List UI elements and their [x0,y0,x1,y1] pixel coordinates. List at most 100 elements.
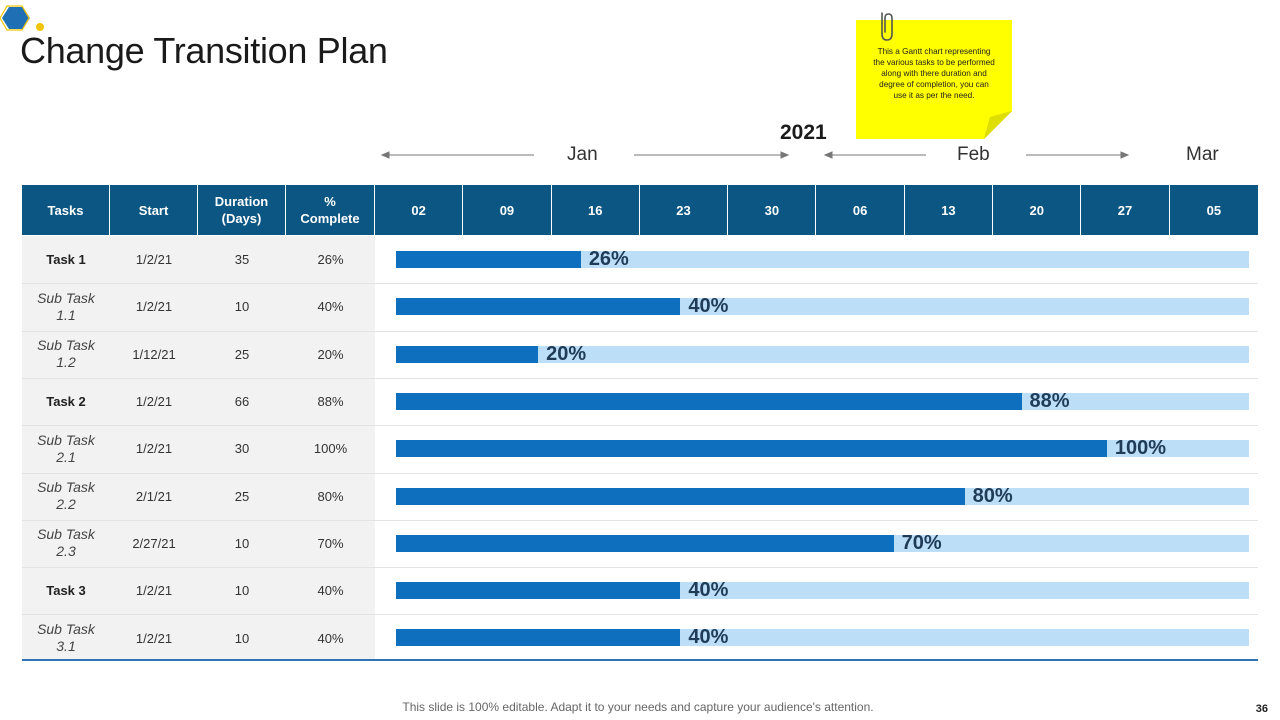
page-title: Change Transition Plan [20,30,388,71]
header-complete-line2: Complete [300,211,360,226]
task-name-line2: 3.1 [56,638,76,655]
row-separator [22,331,1258,332]
cell-start: 1/2/21 [135,441,173,457]
bar-track [396,251,1249,268]
cell-complete: 70% [317,535,344,551]
sticky-note-text: This a Gantt chart representing the vari… [873,47,995,100]
task-name-cell: Sub Task 2.1 [22,425,110,472]
row-separator [22,283,1258,284]
task-name-line1: Task 3 [46,583,86,599]
header-week-4: 30 [728,185,817,235]
month-label-feb: Feb [957,144,990,165]
header-complete: % Complete [286,185,375,235]
timeline-year: 2021 [780,121,827,144]
task-name-line1: Sub Task [37,526,95,543]
cell-complete: 88% [317,394,344,410]
bar-fill [396,251,581,268]
cell-start: 1/12/21 [132,346,176,362]
cell-duration: 10 [234,299,250,315]
table-left-panel [22,236,375,660]
cell-duration: 25 [234,346,250,362]
header-week-5: 06 [817,185,905,235]
cell-complete: 26% [317,252,344,268]
bar-fill [396,487,965,505]
row-separator [22,567,1258,568]
row-separator [22,473,1258,474]
task-name-line2: 1.2 [56,354,76,371]
row-separator [22,425,1258,426]
bar-value-label: 40% [688,579,729,602]
sticky-note [856,20,1012,139]
bar-value-label: 40% [688,626,729,649]
bar-value-label: 70% [901,531,942,554]
cell-start: 1/2/21 [135,394,173,410]
task-name-cell: Task 2 [22,378,110,425]
cell-complete: 80% [317,488,344,504]
cell-complete: 100% [313,441,348,457]
footer-text: This slide is 100% editable. Adapt it to… [402,700,874,714]
header-complete-line1: % [324,194,336,209]
cell-duration: 10 [234,535,250,551]
bar-fill [396,345,539,363]
cell-complete: 20% [317,346,344,362]
cell-start: 1/2/21 [135,299,173,315]
bar-value-label: 100% [1114,437,1166,460]
bar-fill [396,298,681,316]
task-name-line1: Sub Task [37,289,95,306]
task-name-line2: 2.1 [56,448,76,465]
month-label-jan: Jan [567,144,598,165]
task-name-line1: Task 2 [46,394,86,410]
task-name-cell: Sub Task 2.3 [22,520,110,567]
bar-value-label: 26% [588,248,629,270]
bar-fill [396,440,1107,458]
header-week-9: 05 [1206,202,1222,218]
cell-duration: 66 [234,394,250,410]
cell-duration: 10 [234,630,250,646]
header-tasks: Tasks [22,185,110,235]
header-duration-line1: Duration [214,194,269,209]
header-week-7: 20 [993,185,1082,235]
task-name-cell: Task 1 [22,236,110,283]
bar-fill [396,629,681,647]
task-name-line1: Task 1 [46,252,86,268]
task-name-cell: Sub Task 1.1 [22,283,110,330]
bar-fill [396,534,894,552]
bar-value-label: 80% [972,484,1013,507]
bar-fill [396,392,1022,410]
task-name-line2: 2.3 [56,543,76,560]
cell-start: 1/2/21 [135,630,173,646]
header-duration-line2: (Days) [221,211,262,226]
task-name-line1: Sub Task [37,431,95,448]
task-name-line1: Sub Task [37,479,95,496]
row-separator [22,614,1258,615]
paperclip-icon [881,12,893,41]
task-name-line1: Sub Task [37,621,95,638]
bar-fill [396,582,681,600]
task-name-cell: Sub Task 3.1 [22,614,110,661]
cell-duration: 25 [234,488,250,504]
header-week-2: 16 [552,185,640,235]
cell-complete: 40% [317,299,344,315]
cell-complete: 40% [317,583,344,599]
cell-start: 2/1/21 [135,488,173,504]
bar-value-label: 20% [546,342,587,365]
cell-duration: 30 [234,441,250,457]
cell-complete: 40% [317,630,344,646]
header-week-0: 02 [375,185,464,235]
cell-start: 1/2/21 [135,583,173,599]
header-week-8: 27 [1081,185,1170,235]
task-name-line2: 1.1 [56,306,76,323]
task-name-cell: Task 3 [22,567,110,614]
task-name-cell: Sub Task 2.2 [22,473,110,520]
cell-duration: 35 [234,252,250,268]
bar-value-label: 88% [1029,389,1070,412]
month-label-mar: Mar [1186,144,1219,165]
task-name-line1: Sub Task [37,337,95,354]
header-week-6: 13 [905,185,994,235]
table-header [22,185,1258,235]
cell-start: 1/2/21 [135,252,173,268]
row-separator [22,378,1258,379]
page-number: 36 [1255,703,1268,715]
header-week-1: 09 [463,185,552,235]
cell-duration: 10 [234,583,250,599]
